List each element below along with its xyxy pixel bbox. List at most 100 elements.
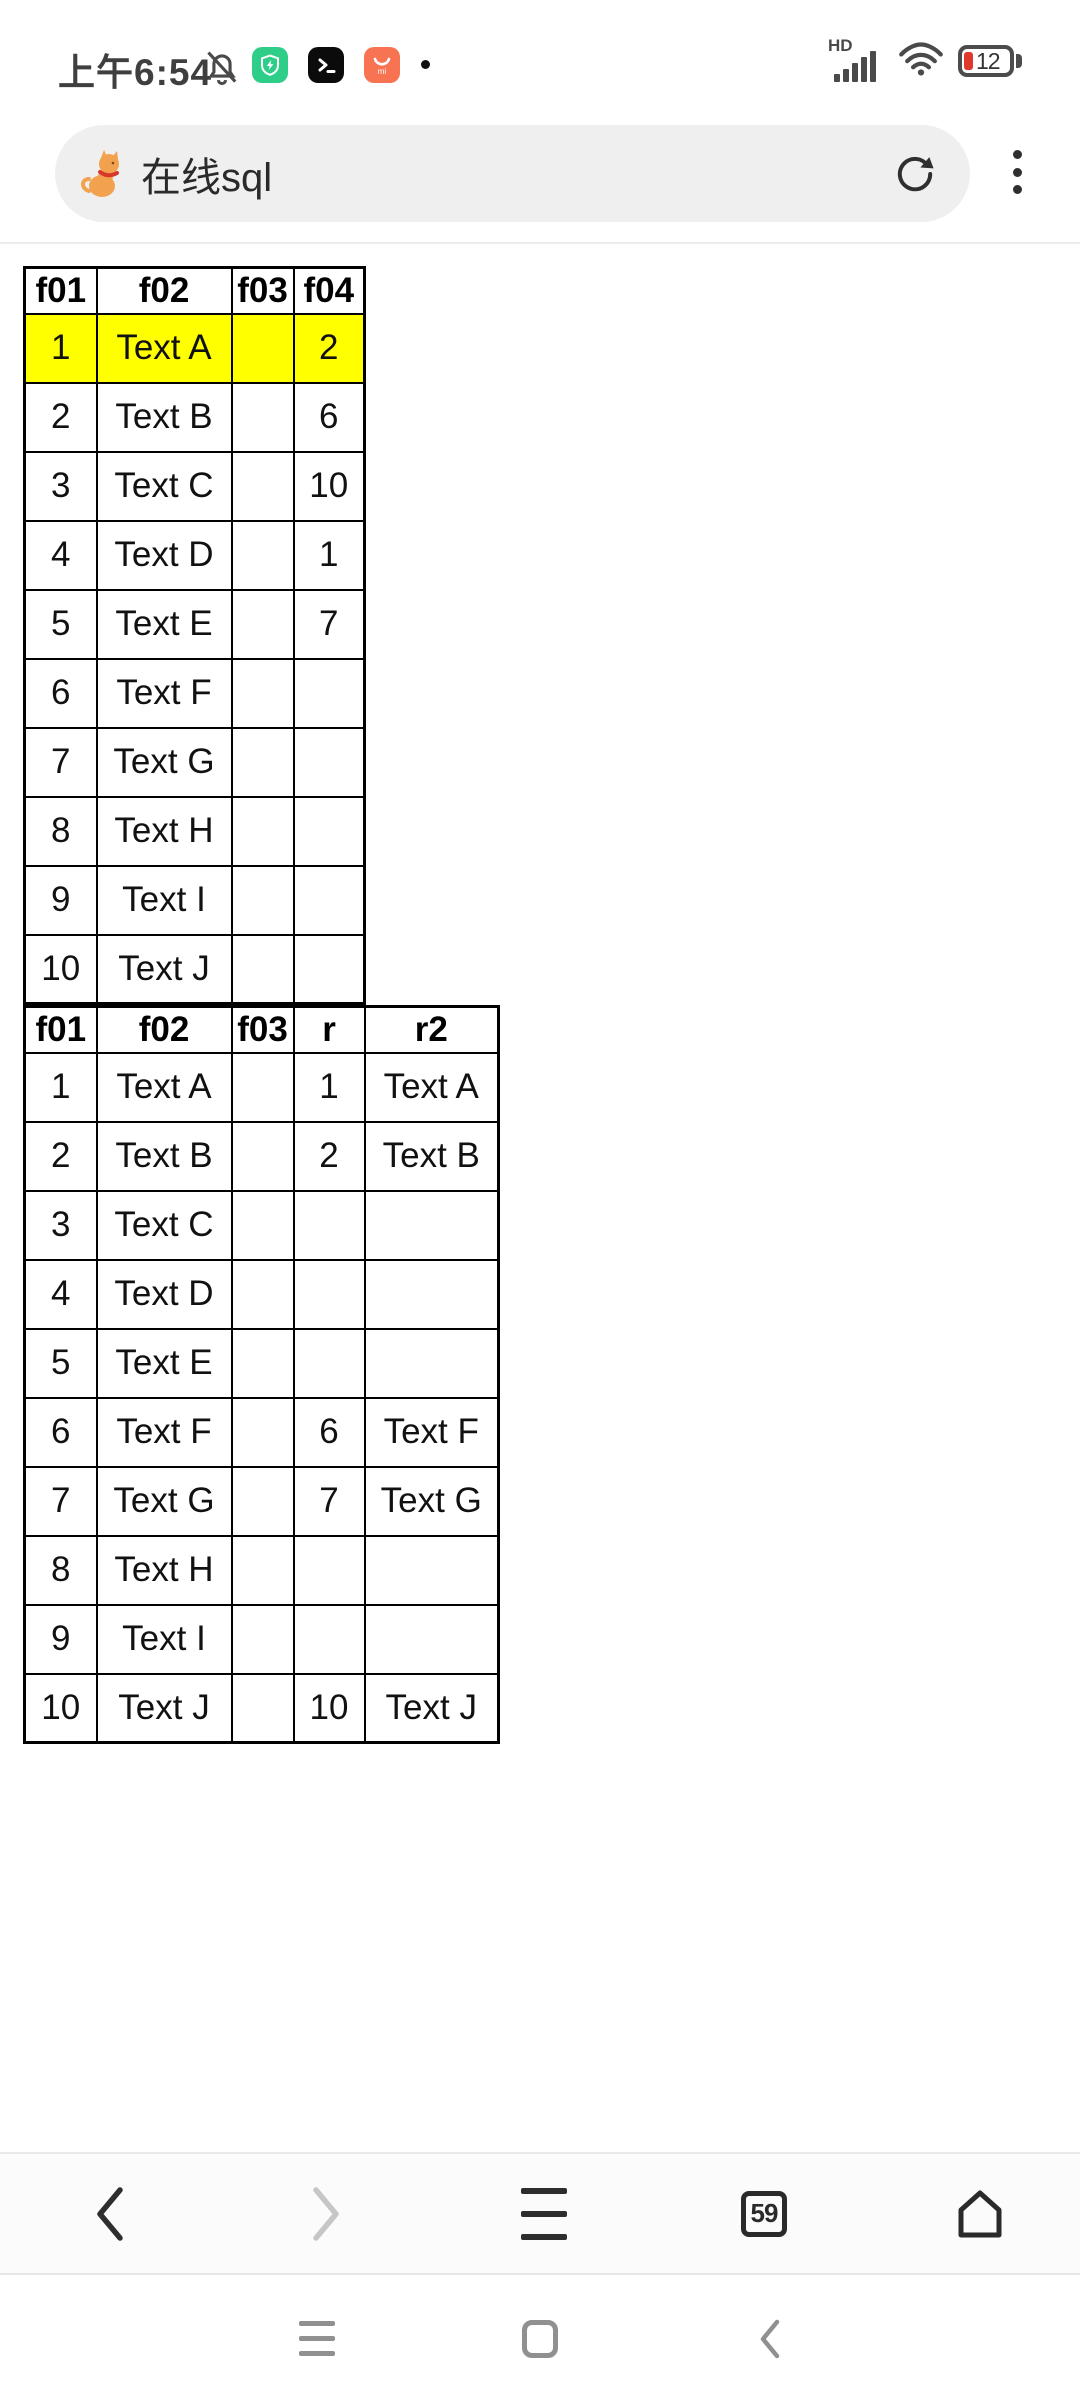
table-cell: 2	[292, 1120, 366, 1192]
table-cell	[230, 864, 295, 936]
home-icon[interactable]	[950, 2154, 1010, 2273]
table-cell: Text G	[363, 1465, 500, 1537]
table-cell: 2	[23, 381, 98, 453]
home-square-icon[interactable]	[510, 2277, 570, 2400]
table-cell: 10	[23, 933, 98, 1005]
hd-label: HD	[828, 36, 853, 55]
table-row: 9 Text I	[23, 1603, 500, 1675]
table-row: 6 Text F 6 Text F	[23, 1396, 500, 1468]
table-cell	[292, 1189, 366, 1261]
table-cell	[292, 1534, 366, 1606]
table-cell: 2	[292, 312, 366, 384]
security-shield-app-icon	[252, 47, 288, 83]
table-cell: Text I	[95, 864, 233, 936]
table-cell	[230, 1396, 295, 1468]
table-cell: Text D	[95, 519, 233, 591]
recent-menu-icon[interactable]	[287, 2277, 347, 2400]
table-cell: Text C	[95, 450, 233, 522]
table-row: 10 Text J 10 Text J	[23, 1672, 500, 1744]
table-cell	[230, 1672, 295, 1744]
table-cell: 1	[23, 312, 98, 384]
browser-chrome: 在线sql	[0, 100, 1080, 244]
table-row: 2 Text B 6	[23, 381, 366, 453]
refresh-icon[interactable]	[890, 149, 940, 199]
table-cell	[292, 933, 366, 1005]
url-text: 在线sql	[141, 155, 273, 200]
table-row: 1 Text A 1 Text A	[23, 1051, 500, 1123]
table-cell: 1	[292, 1051, 366, 1123]
table-cell: Text I	[95, 1603, 233, 1675]
web-page-content: f01 f02 f03 f04 1 Text A 2 2 Text B 6 3 Text C 10 4 Te…	[23, 266, 500, 1744]
back-icon[interactable]	[80, 2154, 140, 2273]
table-row: 7 Text G 7 Text G	[23, 1465, 500, 1537]
forward-icon[interactable]	[296, 2154, 356, 2273]
table-cell	[230, 1465, 295, 1537]
table-cell	[230, 795, 295, 867]
tab-counter[interactable]: 59	[734, 2154, 794, 2273]
svg-text:mi: mi	[378, 67, 387, 76]
table-cell: Text G	[95, 1465, 233, 1537]
tab-count: 59	[750, 2198, 779, 2228]
table-cell: 9	[23, 864, 98, 936]
table-cell: 1	[292, 519, 366, 591]
table-cell: Text A	[95, 1051, 233, 1123]
table-cell: 5	[23, 1327, 98, 1399]
table-row: 6 Text F	[23, 657, 366, 729]
table-cell: Text G	[95, 726, 233, 798]
column-header: r	[292, 1005, 366, 1054]
browser-bottom-bar: 59	[0, 2152, 1080, 2275]
table-row: 8 Text H	[23, 795, 366, 867]
column-header: f03	[230, 266, 295, 315]
column-header: f01	[23, 266, 98, 315]
table-cell	[230, 381, 295, 453]
table-row: 5 Text E	[23, 1327, 500, 1399]
table-cell: 1	[23, 1051, 98, 1123]
menu-icon[interactable]	[514, 2154, 574, 2273]
table-cell: Text D	[95, 1258, 233, 1330]
table-cell	[292, 795, 366, 867]
table-row: 7 Text G	[23, 726, 366, 798]
table-cell: 8	[23, 1534, 98, 1606]
table-cell: 6	[292, 381, 366, 453]
table-cell: 4	[23, 519, 98, 591]
table-row: 5 Text E 7	[23, 588, 366, 660]
mi-store-app-icon: mi	[364, 47, 400, 83]
table-cell: 2	[23, 1120, 98, 1192]
signal-bars-icon: HD	[828, 36, 884, 84]
table-row: 8 Text H	[23, 1534, 500, 1606]
table-cell: 10	[292, 450, 366, 522]
table-cell: Text J	[95, 933, 233, 1005]
table-cell: 6	[23, 657, 98, 729]
column-header: f02	[95, 1005, 233, 1054]
table-cell: Text E	[95, 588, 233, 660]
table-cell	[230, 1258, 295, 1330]
sql-result-table-1: f01 f02 f03 f04 1 Text A 2 2 Text B 6 3 Text C 10 4 Te…	[23, 266, 366, 1005]
sql-result-table-2: f01 f02 f03 r r2 1 Text A 1 Text A 2 Text B 2 Text B…	[23, 1005, 500, 1744]
table-cell: Text B	[95, 381, 233, 453]
table-cell: Text J	[363, 1672, 500, 1744]
table-cell	[292, 726, 366, 798]
overflow-menu-icon[interactable]	[1002, 150, 1032, 194]
address-bar[interactable]: 在线sql	[55, 125, 970, 222]
cat-favicon	[81, 149, 119, 197]
table-row: 3 Text C 10	[23, 450, 366, 522]
wifi-icon	[898, 40, 944, 83]
table-cell: Text B	[363, 1120, 500, 1192]
table-cell: Text F	[363, 1396, 500, 1468]
battery-icon: 12	[958, 45, 1022, 77]
table-cell: 3	[23, 1189, 98, 1261]
table-cell	[363, 1258, 500, 1330]
table-row: 2 Text B 2 Text B	[23, 1120, 500, 1192]
table-cell	[230, 1327, 295, 1399]
table-row: 9 Text I	[23, 864, 366, 936]
back-chevron-icon[interactable]	[740, 2277, 800, 2400]
header-row: f01 f02 f03 r r2	[23, 1005, 500, 1054]
table-cell	[230, 657, 295, 729]
table-cell	[363, 1189, 500, 1261]
terminal-app-icon	[308, 47, 344, 83]
table-cell: 6	[292, 1396, 366, 1468]
table-cell	[230, 519, 295, 591]
table-row: 10 Text J	[23, 933, 366, 1005]
muted-bell-icon	[200, 46, 244, 95]
